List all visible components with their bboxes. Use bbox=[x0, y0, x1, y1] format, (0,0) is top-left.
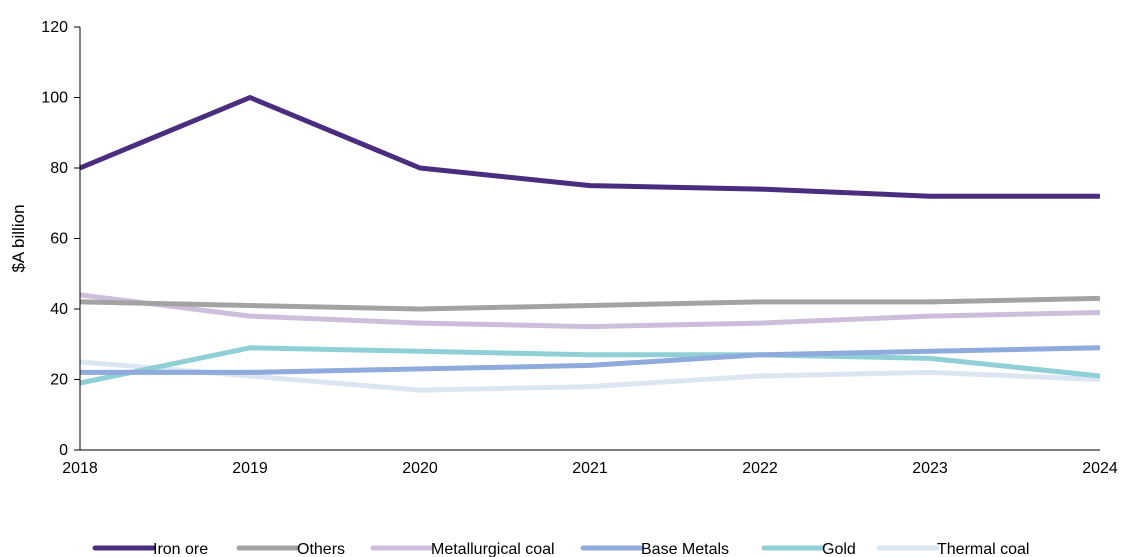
legend-label-thermal-coal: Thermal coal bbox=[937, 541, 1029, 557]
legend-label-others: Others bbox=[297, 541, 345, 557]
legend-label-iron-ore: Iron ore bbox=[153, 541, 208, 557]
series-line-thermal-coal bbox=[79, 359, 1101, 393]
axes bbox=[79, 27, 1100, 451]
x-axis-ticks: 2018 2019 2020 2021 2022 2023 2024 bbox=[62, 460, 1118, 477]
x-tick-label: 2021 bbox=[572, 460, 608, 477]
series-line-base-metals bbox=[80, 345, 1101, 375]
legend-label-gold: Gold bbox=[822, 541, 856, 557]
x-tick-label: 2020 bbox=[402, 460, 438, 477]
y-tick-label: 40 bbox=[50, 301, 68, 318]
series-lines bbox=[79, 95, 1101, 393]
x-tick-label: 2019 bbox=[232, 460, 268, 477]
y-tick-label: 80 bbox=[50, 160, 68, 177]
y-tick-label: 60 bbox=[50, 231, 68, 248]
y-tick-label: 20 bbox=[50, 372, 68, 389]
y-tick-label: 0 bbox=[59, 442, 68, 459]
x-tick-label: 2018 bbox=[62, 460, 98, 477]
y-tick-label: 120 bbox=[41, 19, 68, 36]
y-tick-label: 100 bbox=[41, 90, 68, 107]
x-tick-label: 2023 bbox=[912, 460, 948, 477]
legend: Iron ore Others Metallurgical coal Base Met… bbox=[92, 541, 1029, 557]
legend-label-metallurgical-coal: Metallurgical coal bbox=[431, 541, 555, 557]
y-axis-ticks: 0 20 40 60 80 100 120 bbox=[41, 19, 80, 459]
y-axis-title: $A billion bbox=[9, 204, 28, 272]
series-line-others bbox=[79, 295, 1101, 312]
series-line-gold bbox=[79, 345, 1101, 386]
series-line-iron-ore bbox=[79, 95, 1100, 199]
legend-label-base-metals: Base Metals bbox=[641, 541, 729, 557]
series-line-metallurgical-coal bbox=[79, 292, 1101, 330]
x-tick-label: 2022 bbox=[742, 460, 778, 477]
x-tick-label: 2024 bbox=[1082, 460, 1118, 477]
